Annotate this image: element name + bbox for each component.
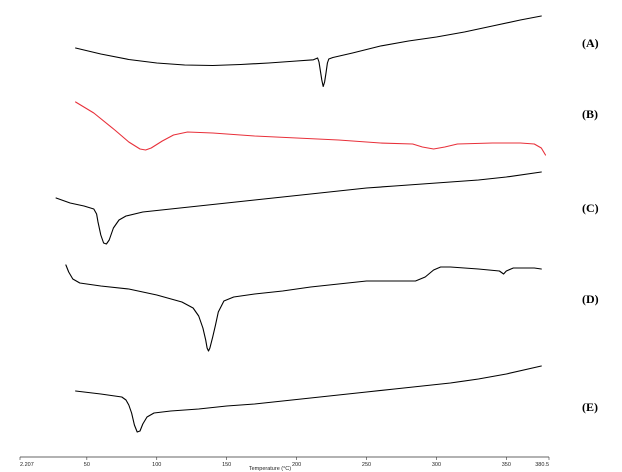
x-tick-label: 2.207	[20, 462, 34, 468]
trace-group	[55, 15, 547, 433]
curve-label-group: (A) (B) (C) (D) (E)	[582, 36, 599, 414]
curve-label-d: (D)	[582, 292, 599, 306]
x-tick-label: 380.5	[535, 462, 549, 468]
x-axis-ticks: 2.207 50 100 150 200 250 300 350 380.5	[19, 457, 550, 468]
curve-label-b: (B)	[582, 107, 598, 121]
x-tick-label: 100	[152, 462, 161, 468]
x-tick-label: 50	[84, 462, 90, 468]
x-tick-label: 200	[292, 462, 301, 468]
trace-e	[75, 365, 542, 433]
curve-label-e: (E)	[582, 400, 598, 414]
curve-label-c: (C)	[582, 201, 599, 215]
trace-c	[55, 171, 542, 245]
x-tick-label: 250	[362, 462, 371, 468]
curve-label-a: (A)	[582, 36, 599, 50]
x-tick-label: 350	[502, 462, 511, 468]
trace-b	[75, 101, 547, 156]
x-axis-title: Temperature (°C)	[249, 466, 291, 472]
x-tick-label: 150	[222, 462, 231, 468]
x-axis: 2.207 50 100 150 200 250 300 350 380.5 Temperatu…	[19, 456, 550, 472]
trace-d	[65, 264, 542, 352]
trace-a	[75, 15, 542, 88]
x-tick-label: 300	[432, 462, 441, 468]
